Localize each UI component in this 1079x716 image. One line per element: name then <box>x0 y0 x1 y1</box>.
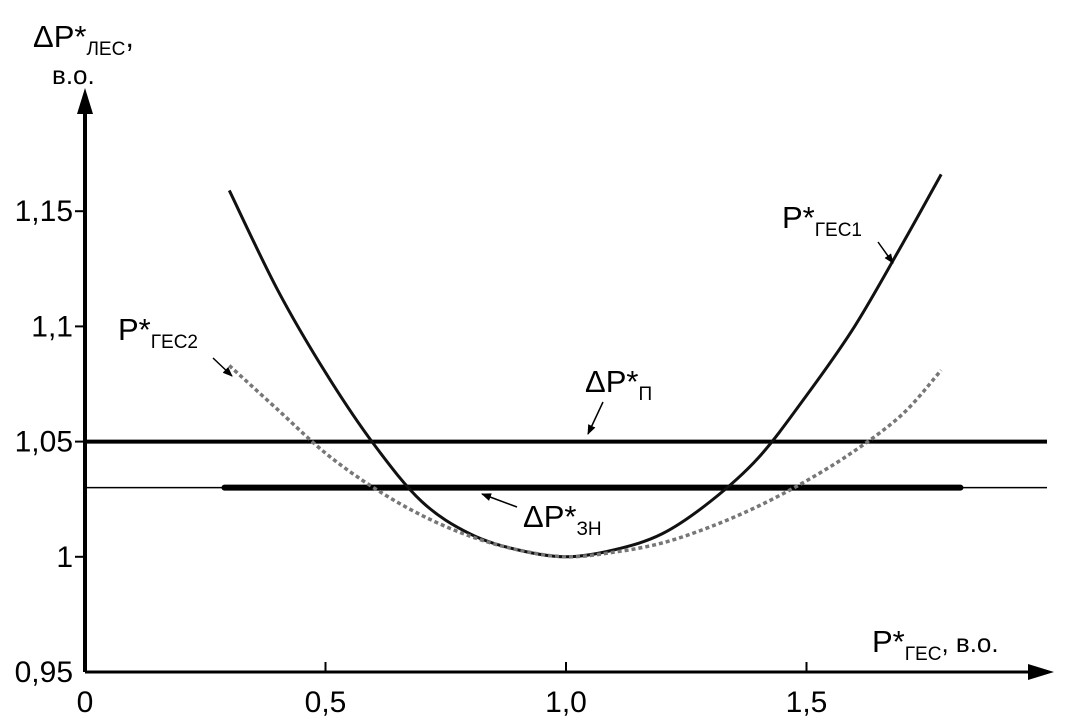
y-tick-label: 1,1 <box>31 310 73 343</box>
series-line-1 <box>228 364 943 559</box>
x-tick-label: 0,5 <box>305 686 347 716</box>
series-line-0 <box>227 173 943 559</box>
series-group <box>227 173 943 559</box>
series-label-gec2: P*ГЕС2 <box>118 312 198 353</box>
y-axis-label: ΔP*ЛЕС, <box>33 19 134 60</box>
gec1-pointer <box>877 241 894 264</box>
x-tick-label: 0 <box>77 686 94 716</box>
x-ticks: 0 0,5 1,0 1,5 <box>77 662 828 716</box>
x-axis-arrow <box>1028 664 1054 680</box>
hline-label-p: ΔP*П <box>585 364 652 405</box>
y-axis-arrow <box>77 88 93 114</box>
reference-lines <box>85 439 1047 491</box>
x-tick-label: 1,0 <box>545 686 587 716</box>
y-tick-label: 1,15 <box>15 195 73 228</box>
hline-zn-pointer <box>481 493 518 508</box>
y-tick-label: 0,95 <box>15 656 73 689</box>
y-ticks: 0,95 1 1,05 1,1 1,15 <box>15 195 85 689</box>
hline-p-pointer <box>587 401 604 435</box>
series-label-gec1: P*ГЕС1 <box>782 200 862 241</box>
x-axis-label: P*ГЕС, в.о. <box>872 624 999 665</box>
y-tick-label: 1 <box>56 541 73 574</box>
hline-label-zn: ΔP*ЗН <box>523 499 602 540</box>
gec2-pointer <box>212 357 233 377</box>
y-tick-label: 1,05 <box>15 426 73 459</box>
x-tick-label: 1,5 <box>786 686 828 716</box>
y-axis-unit: в.о. <box>52 60 95 90</box>
